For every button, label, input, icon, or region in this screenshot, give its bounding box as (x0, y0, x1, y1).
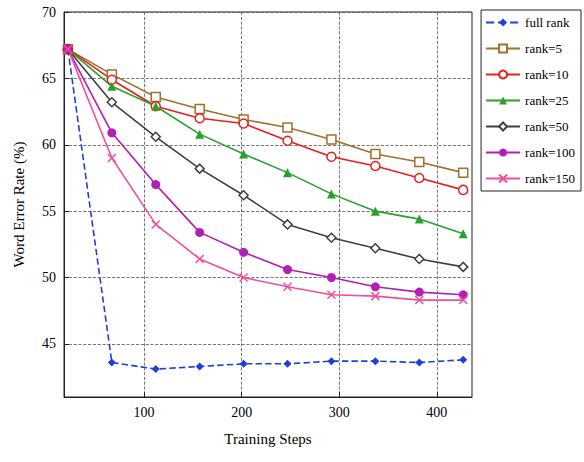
svg-text:200: 200 (231, 405, 252, 420)
svg-text:full rank: full rank (525, 15, 570, 30)
svg-text:300: 300 (329, 405, 350, 420)
svg-text:rank=100: rank=100 (525, 145, 575, 160)
svg-text:rank=10: rank=10 (525, 67, 568, 82)
svg-text:65: 65 (42, 71, 56, 86)
svg-text:45: 45 (42, 336, 56, 351)
svg-text:70: 70 (42, 5, 56, 20)
svg-text:Word Error Rate (%): Word Error Rate (%) (11, 142, 28, 268)
svg-text:rank=50: rank=50 (525, 119, 568, 134)
svg-text:55: 55 (42, 204, 56, 219)
svg-text:50: 50 (42, 270, 56, 285)
svg-text:100: 100 (134, 405, 155, 420)
svg-text:rank=150: rank=150 (525, 171, 575, 186)
svg-text:rank=5: rank=5 (525, 41, 562, 56)
svg-text:Training Steps: Training Steps (224, 431, 312, 447)
svg-text:400: 400 (426, 405, 447, 420)
svg-text:60: 60 (42, 137, 56, 152)
svg-text:rank=25: rank=25 (525, 93, 568, 108)
